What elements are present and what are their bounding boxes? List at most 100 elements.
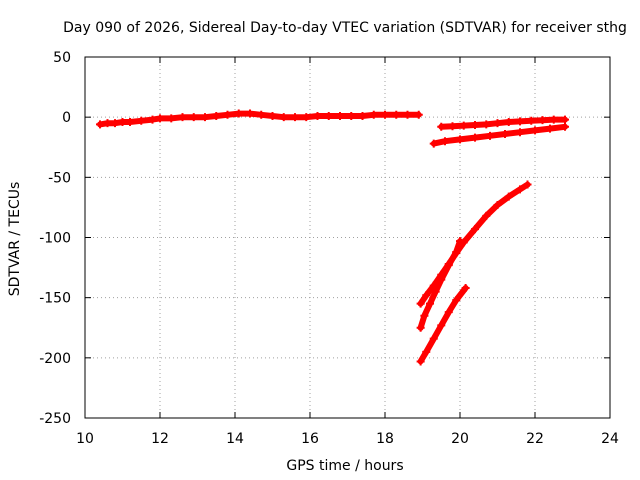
series-satellite-track-2 xyxy=(437,115,569,131)
data-point xyxy=(347,111,356,120)
chart-title: Day 090 of 2026, Sidereal Day-to-day VTE… xyxy=(63,20,627,36)
data-point xyxy=(471,120,479,129)
data-point xyxy=(444,261,453,270)
data-point xyxy=(456,237,464,246)
data-point xyxy=(302,113,311,122)
data-point xyxy=(426,299,434,308)
data-point xyxy=(416,357,425,366)
x-tick-label: 24 xyxy=(601,431,619,447)
series-satellite-track-3 xyxy=(429,122,569,148)
y-tick-label: -200 xyxy=(39,351,71,367)
data-point xyxy=(358,111,367,120)
data-point xyxy=(471,225,479,234)
data-point xyxy=(148,115,157,124)
data-point xyxy=(461,284,470,293)
data-point xyxy=(448,122,457,131)
data-point xyxy=(324,111,333,120)
data-point xyxy=(493,119,502,128)
data-point xyxy=(516,128,524,137)
series-line xyxy=(430,123,568,147)
data-point xyxy=(429,334,438,343)
data-point xyxy=(268,111,277,120)
data-point xyxy=(178,113,187,122)
data-point xyxy=(416,323,425,332)
data-point xyxy=(234,109,243,118)
x-tick-label: 12 xyxy=(151,431,169,447)
y-tick-label: -150 xyxy=(39,291,71,307)
data-point xyxy=(369,110,378,119)
data-point xyxy=(189,113,198,122)
data-point xyxy=(111,119,119,128)
data-point xyxy=(137,116,146,125)
x-tick-label: 20 xyxy=(451,431,469,447)
data-point xyxy=(493,201,502,210)
data-point xyxy=(531,126,539,135)
y-tick-label: -250 xyxy=(39,411,71,427)
data-point xyxy=(452,247,461,256)
data-point xyxy=(416,299,425,308)
data-point xyxy=(459,121,468,130)
data-point xyxy=(392,110,401,119)
data-point xyxy=(257,110,266,119)
x-tick-label: 18 xyxy=(376,431,394,447)
data-point xyxy=(516,117,524,126)
data-point xyxy=(456,135,464,144)
x-tick-label: 16 xyxy=(301,431,319,447)
data-point xyxy=(437,122,446,131)
data-point xyxy=(167,114,176,123)
data-point xyxy=(444,308,453,317)
data-point xyxy=(546,124,554,133)
plot-frame xyxy=(84,56,611,419)
data-point xyxy=(523,180,532,189)
data-point xyxy=(486,131,494,140)
data-point xyxy=(527,116,536,125)
x-tick-label: 10 xyxy=(76,431,94,447)
data-point xyxy=(246,109,254,118)
data-point xyxy=(201,113,209,122)
data-point xyxy=(482,211,491,220)
data-point xyxy=(437,275,446,284)
data-point xyxy=(429,139,438,148)
data-point xyxy=(561,122,569,131)
series-satellite-track-1 xyxy=(96,109,423,129)
data-point xyxy=(118,117,127,126)
y-tick-label: 0 xyxy=(62,110,71,126)
y-axis-ticks: -250 -200 -150 -100 -50 0 50 xyxy=(39,50,610,427)
grid-lines xyxy=(85,57,610,418)
data-point xyxy=(549,115,558,124)
data-point xyxy=(96,120,104,129)
data-point xyxy=(291,113,299,122)
data-point xyxy=(422,347,431,356)
data-point xyxy=(561,115,569,124)
data-point xyxy=(471,133,479,142)
y-axis-label: SDTVAR / TECUs xyxy=(7,182,23,297)
data-point xyxy=(223,110,232,119)
data-point xyxy=(126,117,134,126)
data-point xyxy=(403,110,412,119)
data-point xyxy=(313,111,322,120)
data-point xyxy=(279,113,288,122)
data-point xyxy=(504,117,513,126)
data-point xyxy=(156,114,164,123)
data-point xyxy=(482,120,491,129)
data-point xyxy=(504,192,513,201)
data-point xyxy=(420,311,429,320)
data-point xyxy=(422,291,431,300)
data-point xyxy=(381,110,389,119)
x-tick-label: 14 xyxy=(226,431,244,447)
data-point xyxy=(516,185,524,194)
x-axis-ticks: 10 12 14 16 18 20 22 24 xyxy=(76,57,619,447)
data-point xyxy=(441,137,449,146)
y-tick-label: -50 xyxy=(48,170,71,186)
y-tick-label: -100 xyxy=(39,231,71,247)
data-point xyxy=(431,287,440,296)
series-satellite-track-6 xyxy=(416,284,470,366)
x-tick-label: 22 xyxy=(526,431,544,447)
data-point xyxy=(501,130,509,139)
series-satellite-track-4 xyxy=(416,180,532,308)
data-point xyxy=(212,111,221,120)
data-point xyxy=(414,110,423,119)
data-point xyxy=(336,111,344,120)
data-point xyxy=(437,321,446,330)
